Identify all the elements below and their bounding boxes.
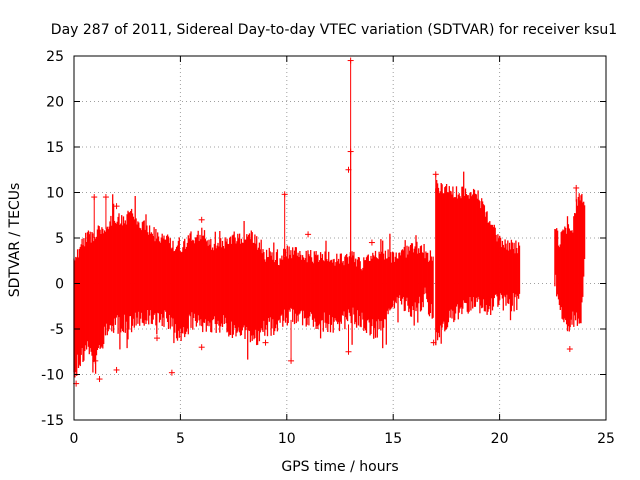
x-tick-label: 10 [278,431,296,447]
y-tick-label: 15 [46,140,64,156]
data-band [73,194,434,378]
data-point [345,348,352,355]
data-point [430,339,437,346]
data-point [168,369,175,376]
x-tick-label: 20 [491,431,509,447]
data-point [305,231,312,238]
data-marks [73,57,586,387]
data-point [198,344,205,351]
data-point [92,357,99,364]
x-tick-label: 25 [597,431,615,447]
data-point [345,166,352,173]
ticks [73,55,607,421]
data-point [347,148,354,155]
x-axis-label: GPS time / hours [281,459,398,475]
chart-title: Day 287 of 2011, Sidereal Day-to-day VTE… [51,22,617,38]
x-tick-label: 15 [384,431,402,447]
x-tick-label: 0 [70,431,79,447]
data-band [554,193,586,332]
data-point [347,57,354,64]
data-point [281,191,288,198]
data-point [113,203,120,210]
data-point [262,339,269,346]
y-axis-label: SDTVAR / TECUs [7,183,23,298]
tick-labels: 0 5 10 15 20 25 -15 -10 -5 0 5 10 15 20 25 [41,49,615,447]
y-tick-label: -15 [41,413,64,429]
y-tick-label: 10 [46,186,64,202]
data-point [566,346,573,353]
data-point [368,239,375,246]
y-tick-label: 20 [46,95,64,111]
data-point [288,357,295,364]
data-point [198,216,205,223]
data-point [102,194,109,201]
y-tick-label: -10 [41,368,64,384]
data-point [96,376,103,383]
x-tick-label: 5 [176,431,185,447]
y-tick-label: 0 [55,277,64,293]
y-tick-label: -5 [50,322,64,338]
y-tick-label: 25 [46,49,64,65]
data-point [91,194,98,201]
data-point [153,335,160,342]
data-band [435,171,521,346]
data-point [573,184,580,191]
y-tick-label: 5 [55,231,64,247]
data-point [432,171,439,178]
data-point [113,366,120,373]
